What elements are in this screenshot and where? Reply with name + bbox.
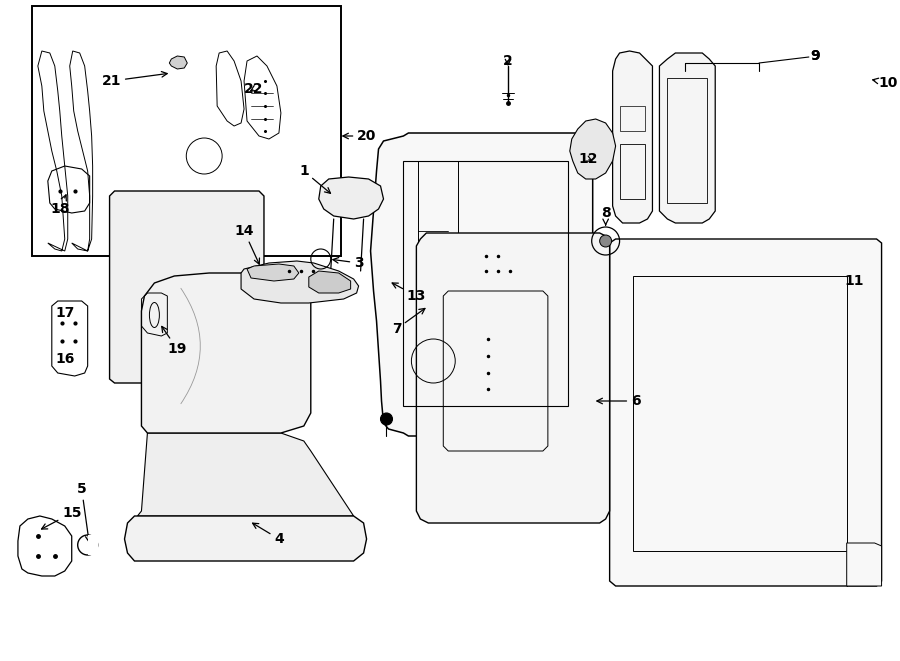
- Text: 6: 6: [597, 394, 640, 408]
- Text: 12: 12: [578, 152, 598, 166]
- Polygon shape: [570, 119, 616, 179]
- Circle shape: [381, 413, 392, 425]
- Text: 17: 17: [55, 306, 75, 320]
- Text: 16: 16: [55, 352, 75, 366]
- Bar: [619, 106, 645, 131]
- Text: 19: 19: [162, 327, 187, 356]
- Bar: [668, 78, 707, 203]
- Circle shape: [599, 235, 612, 247]
- Bar: [32, 6, 341, 256]
- Bar: [633, 276, 847, 551]
- Text: 13: 13: [392, 283, 426, 303]
- Text: 15: 15: [41, 506, 82, 529]
- Polygon shape: [371, 133, 593, 436]
- Polygon shape: [141, 273, 310, 433]
- Text: 14: 14: [234, 224, 259, 264]
- Text: 18: 18: [50, 195, 69, 216]
- Text: 9: 9: [810, 49, 820, 63]
- Polygon shape: [169, 56, 187, 69]
- Polygon shape: [110, 191, 264, 383]
- Text: 11: 11: [845, 274, 864, 288]
- Text: 3: 3: [333, 256, 364, 270]
- Text: 7: 7: [392, 309, 425, 336]
- Polygon shape: [124, 516, 366, 561]
- Text: 8: 8: [601, 206, 610, 225]
- Text: 22: 22: [244, 82, 264, 96]
- Text: 10: 10: [873, 76, 898, 90]
- Polygon shape: [241, 261, 358, 303]
- Bar: [619, 144, 645, 199]
- Text: 9: 9: [810, 49, 820, 63]
- Polygon shape: [138, 433, 354, 516]
- Polygon shape: [609, 239, 882, 586]
- Text: 21: 21: [102, 71, 167, 88]
- Polygon shape: [309, 271, 351, 293]
- Polygon shape: [613, 51, 652, 223]
- Text: 1: 1: [299, 164, 330, 193]
- Polygon shape: [247, 264, 299, 281]
- Text: 5: 5: [76, 482, 91, 542]
- Polygon shape: [319, 177, 383, 219]
- Polygon shape: [417, 233, 609, 523]
- Text: 2: 2: [503, 54, 513, 68]
- Bar: [403, 161, 568, 406]
- Text: 4: 4: [253, 523, 284, 546]
- Polygon shape: [87, 535, 97, 555]
- Text: 20: 20: [343, 129, 376, 143]
- Polygon shape: [847, 543, 882, 586]
- Polygon shape: [660, 53, 716, 223]
